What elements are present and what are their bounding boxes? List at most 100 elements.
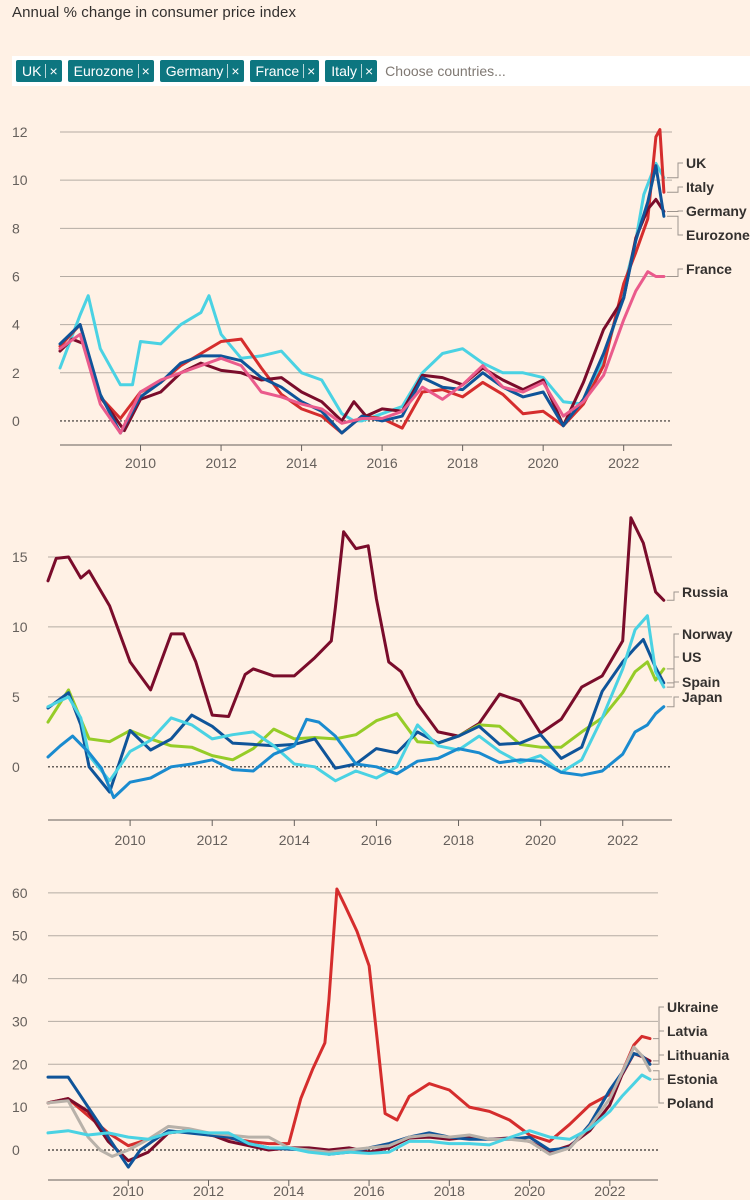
x-tick-label: 2018	[447, 455, 478, 471]
series-label-france: France	[686, 261, 732, 277]
series-label-japan: Japan	[682, 689, 722, 705]
series-label-poland: Poland	[667, 1095, 714, 1111]
y-tick-label: 0	[12, 413, 20, 429]
label-leader-line	[652, 1006, 664, 1040]
chip-label: Eurozone	[73, 63, 134, 79]
y-tick-label: 10	[12, 619, 28, 635]
chip-germany[interactable]: Germany ×	[159, 60, 244, 82]
x-tick-label: 2020	[514, 1183, 545, 1199]
y-tick-label: 5	[12, 689, 20, 705]
label-leader-line	[666, 681, 679, 688]
label-leader-line	[652, 1078, 664, 1104]
chip-label: Germany	[165, 63, 224, 79]
remove-icon[interactable]: ×	[303, 64, 315, 78]
series-line-estonia	[46, 1045, 652, 1158]
x-tick-label: 2014	[273, 1183, 304, 1199]
chip-label: France	[255, 63, 300, 79]
remove-icon[interactable]: ×	[45, 64, 58, 78]
series-line-japan	[46, 705, 666, 800]
y-tick-label: 8	[12, 220, 20, 236]
x-tick-label: 2016	[353, 1183, 384, 1199]
series-line-russia	[46, 516, 666, 738]
remove-icon[interactable]: ×	[137, 64, 150, 78]
chip-uk[interactable]: UK ×	[16, 60, 62, 82]
label-leader-line	[652, 1054, 664, 1065]
series-line-eurozone	[58, 164, 666, 435]
y-tick-label: 12	[12, 124, 28, 140]
y-tick-label: 6	[12, 268, 20, 284]
series-line-norway	[46, 660, 666, 762]
y-tick-label: 4	[12, 317, 20, 333]
x-tick-label: 2022	[594, 1183, 625, 1199]
x-tick-label: 2022	[607, 832, 638, 848]
series-label-norway: Norway	[682, 626, 733, 642]
label-leader-line	[666, 215, 683, 236]
x-tick-label: 2012	[205, 455, 236, 471]
chip-label: UK	[22, 63, 42, 79]
series-label-ukraine: Ukraine	[667, 999, 719, 1015]
series-label-italy: Italy	[686, 179, 714, 195]
y-tick-label: 50	[12, 928, 28, 944]
label-leader-line	[652, 1030, 664, 1062]
y-tick-label: 2	[12, 365, 20, 381]
x-tick-label: 2016	[361, 832, 392, 848]
x-tick-label: 2020	[528, 455, 559, 471]
x-tick-label: 2012	[193, 1183, 224, 1199]
y-tick-label: 10	[12, 172, 28, 188]
y-tick-label: 0	[12, 1142, 20, 1158]
remove-icon[interactable]: ×	[227, 64, 240, 78]
remove-icon[interactable]: ×	[360, 64, 373, 78]
x-tick-label: 2020	[525, 832, 556, 848]
label-leader-line	[666, 268, 683, 277]
series-label-lithuania: Lithuania	[667, 1047, 729, 1063]
label-leader-line	[666, 656, 679, 684]
chart-western-europe: 0 2 4 6 8 10 12 2010 2012 2014 2016 2018 2020 2022 UK I…	[12, 124, 750, 471]
x-tick-label: 2010	[115, 832, 146, 848]
series-label-eurozone: Eurozone	[686, 227, 750, 243]
label-leader-line	[666, 633, 679, 670]
series-line-poland	[46, 1073, 652, 1156]
x-tick-label: 2022	[608, 455, 639, 471]
y-tick-label: 0	[12, 759, 20, 775]
label-leader-line	[652, 1070, 664, 1080]
y-tick-label: 15	[12, 549, 28, 565]
series-label-latvia: Latvia	[667, 1023, 708, 1039]
label-leader-line	[666, 210, 683, 212]
x-tick-label: 2010	[113, 1183, 144, 1199]
x-tick-label: 2012	[197, 832, 228, 848]
series-label-spain: Spain	[682, 674, 720, 690]
y-tick-label: 60	[12, 885, 28, 901]
x-tick-label: 2014	[279, 832, 310, 848]
series-line-germany	[58, 197, 666, 433]
y-tick-label: 30	[12, 1013, 28, 1029]
x-tick-label: 2016	[367, 455, 398, 471]
x-tick-label: 2014	[286, 455, 317, 471]
series-label-uk: UK	[686, 155, 706, 171]
chip-eurozone[interactable]: Eurozone ×	[67, 60, 154, 82]
series-line-uk	[58, 161, 666, 423]
label-leader-line	[666, 162, 683, 179]
y-tick-label: 40	[12, 971, 28, 987]
chip-italy[interactable]: Italy ×	[325, 60, 378, 82]
series-label-germany: Germany	[686, 203, 747, 219]
label-leader-line	[666, 186, 683, 193]
chart-header-title: Annual % change in consumer price index	[12, 4, 297, 21]
series-label-estonia: Estonia	[667, 1071, 718, 1087]
chart-eastern-europe: 0 10 20 30 40 50 60 2010 2012 2014 2016 2018 2020 202…	[12, 885, 729, 1199]
chip-label: Italy	[331, 63, 357, 79]
country-search-input[interactable]	[383, 63, 588, 79]
chip-france[interactable]: France ×	[249, 60, 320, 82]
series-line-spain	[46, 614, 666, 783]
y-tick-label: 10	[12, 1099, 28, 1115]
label-leader-line	[666, 696, 679, 708]
country-picker[interactable]: UK × Eurozone × Germany × France × Italy…	[12, 56, 750, 86]
series-line-france	[58, 270, 666, 435]
x-tick-label: 2018	[443, 832, 474, 848]
y-tick-label: 20	[12, 1056, 28, 1072]
chart-other-economies: 0 5 10 15 2010 2012 2014 2016 2018 2020 2022 Russia…	[12, 516, 733, 848]
series-label-us: US	[682, 649, 701, 665]
x-tick-label: 2010	[125, 455, 156, 471]
series-label-russia: Russia	[682, 584, 728, 600]
x-tick-label: 2018	[434, 1183, 465, 1199]
series-line-us	[46, 638, 666, 794]
